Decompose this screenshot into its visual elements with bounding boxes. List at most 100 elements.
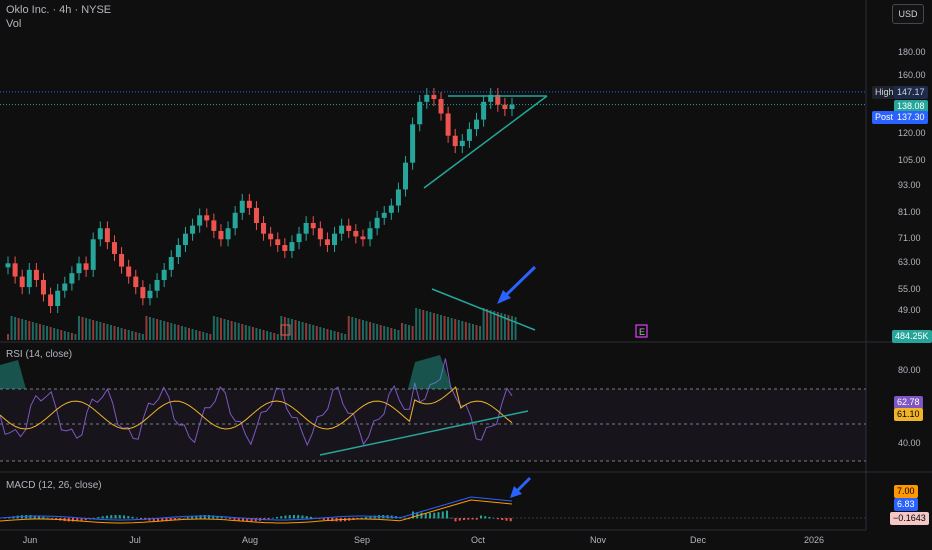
macd-histogram-bar xyxy=(271,517,274,519)
volume-bar xyxy=(70,333,73,340)
candle-body xyxy=(310,222,316,229)
rsi-trendline xyxy=(319,410,529,456)
price-tick-label: 160.00 xyxy=(898,70,926,80)
macd-histogram-bar xyxy=(165,518,168,522)
volume-trendline xyxy=(431,288,536,331)
macd-pane-title[interactable]: MACD (12, 26, close) xyxy=(6,480,102,491)
candle-body xyxy=(488,94,494,102)
volume-bar xyxy=(74,334,77,340)
volume-bar xyxy=(177,325,180,340)
macd-histogram-bar xyxy=(484,516,487,519)
macd-histogram-bar xyxy=(501,518,504,521)
macd-histogram-bar xyxy=(212,515,215,519)
macd-histogram-bar xyxy=(220,516,223,519)
candle-body xyxy=(466,129,472,141)
volume-label: Vol xyxy=(6,18,22,30)
macd-histogram-bar xyxy=(97,517,100,519)
volume-bar xyxy=(216,317,219,340)
macd-histogram-bar xyxy=(29,515,32,519)
volume-bar xyxy=(337,332,340,340)
macd-histogram-bar xyxy=(276,516,278,519)
candle-body xyxy=(431,94,437,100)
volume-bar xyxy=(514,317,517,340)
volume-bar xyxy=(315,326,318,340)
volume-bar xyxy=(56,329,59,340)
volume-bar xyxy=(117,327,120,340)
candle-body xyxy=(445,113,451,136)
macd-histogram-bar xyxy=(475,518,478,520)
volume-bar xyxy=(273,333,276,340)
volume-bar xyxy=(468,323,471,340)
volume-bar xyxy=(248,326,251,340)
volume-bar xyxy=(202,332,205,340)
candle-body xyxy=(104,228,110,243)
rsi-pane-title[interactable]: RSI (14, close) xyxy=(6,349,73,360)
macd-histogram-bar xyxy=(267,518,270,520)
price-tick-label: 93.00 xyxy=(898,180,921,190)
macd-histogram-bar xyxy=(373,515,376,519)
macd-histogram-bar xyxy=(135,517,138,519)
symbol-title[interactable]: Oklo Inc. · 4h · NYSE xyxy=(6,4,112,16)
candle-body xyxy=(410,124,416,163)
time-axis-label: 2026 xyxy=(804,535,824,545)
rsi-ma-line xyxy=(0,386,513,430)
volume-bar xyxy=(418,309,421,340)
candle-body xyxy=(495,94,501,105)
candle-body xyxy=(26,269,32,288)
volume-bar xyxy=(461,321,464,340)
candle-body xyxy=(289,242,295,251)
high-value-badge: 147.17 xyxy=(894,86,928,99)
macd-histogram-bar xyxy=(178,518,181,520)
candle-body xyxy=(182,233,188,246)
macd-histogram-bar xyxy=(93,517,96,519)
macd-histogram-bar xyxy=(46,517,49,519)
price-tick-label: 81.00 xyxy=(898,207,921,217)
volume-bar xyxy=(42,325,45,340)
macd-histogram-bar xyxy=(157,518,159,522)
candle-body xyxy=(197,215,203,226)
volume-bar xyxy=(188,328,191,340)
volume-bar xyxy=(450,318,453,340)
currency-button[interactable]: USD xyxy=(892,4,924,24)
macd-histogram-bar xyxy=(123,515,125,519)
volume-bar xyxy=(99,322,102,340)
volume-bar xyxy=(173,324,176,340)
volume-bar xyxy=(489,310,492,340)
volume-bar xyxy=(124,329,127,340)
macd-line xyxy=(0,496,513,521)
volume-bar xyxy=(397,330,400,340)
volume-bar xyxy=(7,334,9,340)
candle-body xyxy=(190,225,196,234)
macd-histogram-bar xyxy=(33,515,36,519)
volume-bar xyxy=(109,325,112,340)
volume-bar xyxy=(14,317,17,340)
candle-body xyxy=(133,276,139,288)
macd-histogram-bar xyxy=(84,518,87,521)
macd-histogram-bar xyxy=(110,515,113,519)
macd-histogram-bar xyxy=(203,515,206,519)
macd-histogram-bar xyxy=(208,515,210,519)
post-label-badge: Post xyxy=(872,111,897,124)
candle-body xyxy=(253,207,259,223)
volume-bar xyxy=(134,332,137,340)
volume-bar xyxy=(432,313,435,340)
volume-bar xyxy=(262,330,265,340)
macd-histogram-bar xyxy=(237,518,240,521)
volume-bar xyxy=(276,334,279,340)
macd-histogram-bar xyxy=(246,518,249,522)
histogram-value-badge: −0.1643 xyxy=(890,512,929,525)
candle-body xyxy=(324,239,330,246)
volume-bar xyxy=(447,317,450,340)
volume-bar xyxy=(63,331,66,340)
candle-body xyxy=(452,135,458,147)
volume-bar xyxy=(81,317,84,340)
macd-histogram-bar xyxy=(191,516,193,519)
volume-bar xyxy=(113,326,116,340)
candle-body xyxy=(154,280,160,291)
volume-bar xyxy=(383,326,386,340)
candle-body xyxy=(175,245,181,258)
macd-histogram-bar xyxy=(505,518,508,521)
rsi-ma-badge: 61.10 xyxy=(894,408,923,421)
